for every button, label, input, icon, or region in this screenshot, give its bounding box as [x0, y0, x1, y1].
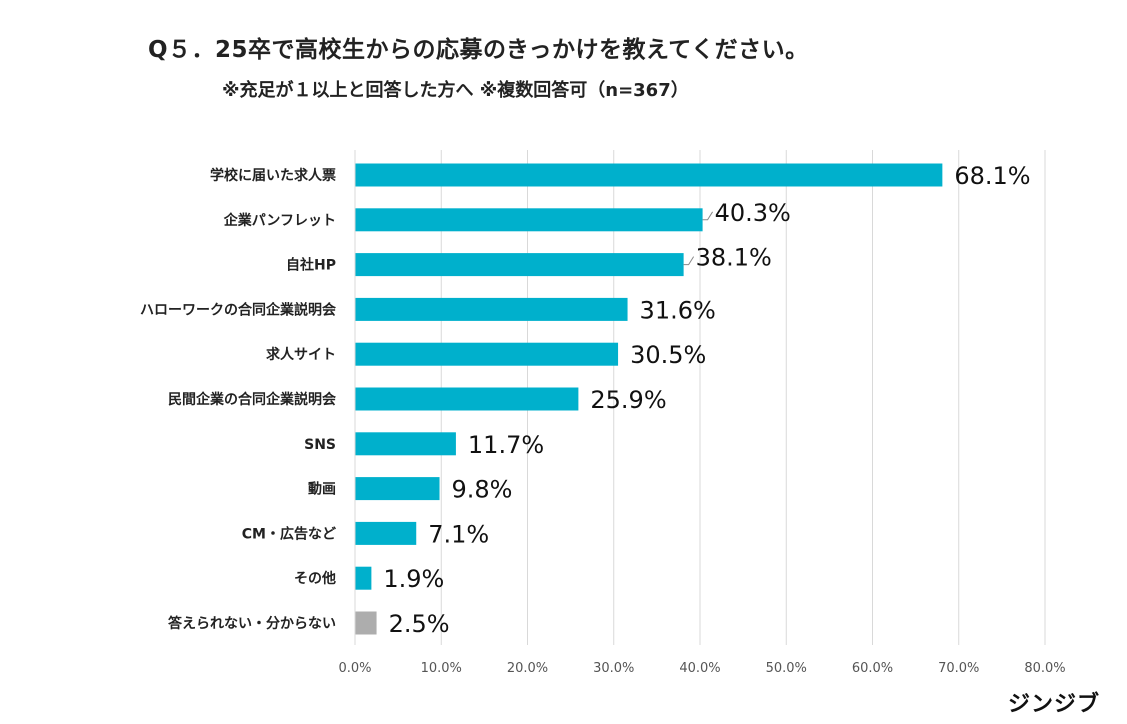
x-tick-label: 0.0%: [338, 661, 371, 676]
data-label: 38.1%: [696, 244, 772, 272]
category-label: 民間企業の合同企業説明会: [168, 391, 337, 408]
x-tick-label: 20.0%: [507, 661, 548, 676]
bar: [355, 611, 377, 635]
bar: [355, 253, 684, 277]
data-label: 7.1%: [428, 520, 489, 548]
bar: [355, 521, 417, 545]
bar: [355, 566, 372, 590]
chart-subtitle: ※充足が１以上と回答した方へ ※複数回答可（n=367）: [222, 80, 689, 101]
chart-title: Q５．25卒で高校生からの応募のきっかけを教えてください。: [148, 37, 809, 63]
bar: [355, 342, 619, 366]
category-label: CM・広告など: [242, 525, 336, 542]
category-label: SNS: [304, 437, 336, 453]
leader-line: [683, 256, 695, 266]
data-label: 2.5%: [389, 610, 450, 638]
bar: [355, 387, 579, 411]
data-label: 1.9%: [383, 565, 444, 593]
bar: [355, 297, 628, 321]
category-label: 自社HP: [286, 257, 336, 274]
category-label: 学校に届いた求人票: [210, 167, 336, 184]
bar: [355, 432, 456, 456]
bar: [355, 208, 703, 232]
x-tick-label: 70.0%: [938, 661, 979, 676]
data-label: 9.8%: [452, 476, 513, 504]
category-label: ハローワークの合同企業説明会: [140, 301, 337, 318]
x-tick-label: 60.0%: [852, 661, 893, 676]
x-tick-label: 40.0%: [679, 661, 720, 676]
category-label: 企業パンフレット: [223, 212, 336, 229]
category-label: 答えられない・分からない: [168, 615, 336, 632]
category-label: 求人サイト: [266, 346, 336, 363]
data-label: 30.5%: [630, 341, 706, 369]
x-tick-label: 30.0%: [593, 661, 634, 676]
data-label: 68.1%: [954, 162, 1030, 190]
x-tick-label: 50.0%: [766, 661, 807, 676]
bar: [355, 163, 943, 187]
leader-line: [702, 211, 714, 221]
x-tick-label: 10.0%: [421, 661, 462, 676]
data-label: 40.3%: [715, 199, 791, 227]
data-label: 11.7%: [468, 431, 544, 459]
x-tick-label: 80.0%: [1024, 661, 1065, 676]
category-label: 動画: [308, 481, 336, 498]
data-label: 31.6%: [640, 296, 716, 324]
brand-logo: ジンジブ: [1008, 692, 1101, 717]
category-label: その他: [294, 570, 336, 587]
bar: [355, 477, 440, 501]
data-label: 25.9%: [590, 386, 666, 414]
